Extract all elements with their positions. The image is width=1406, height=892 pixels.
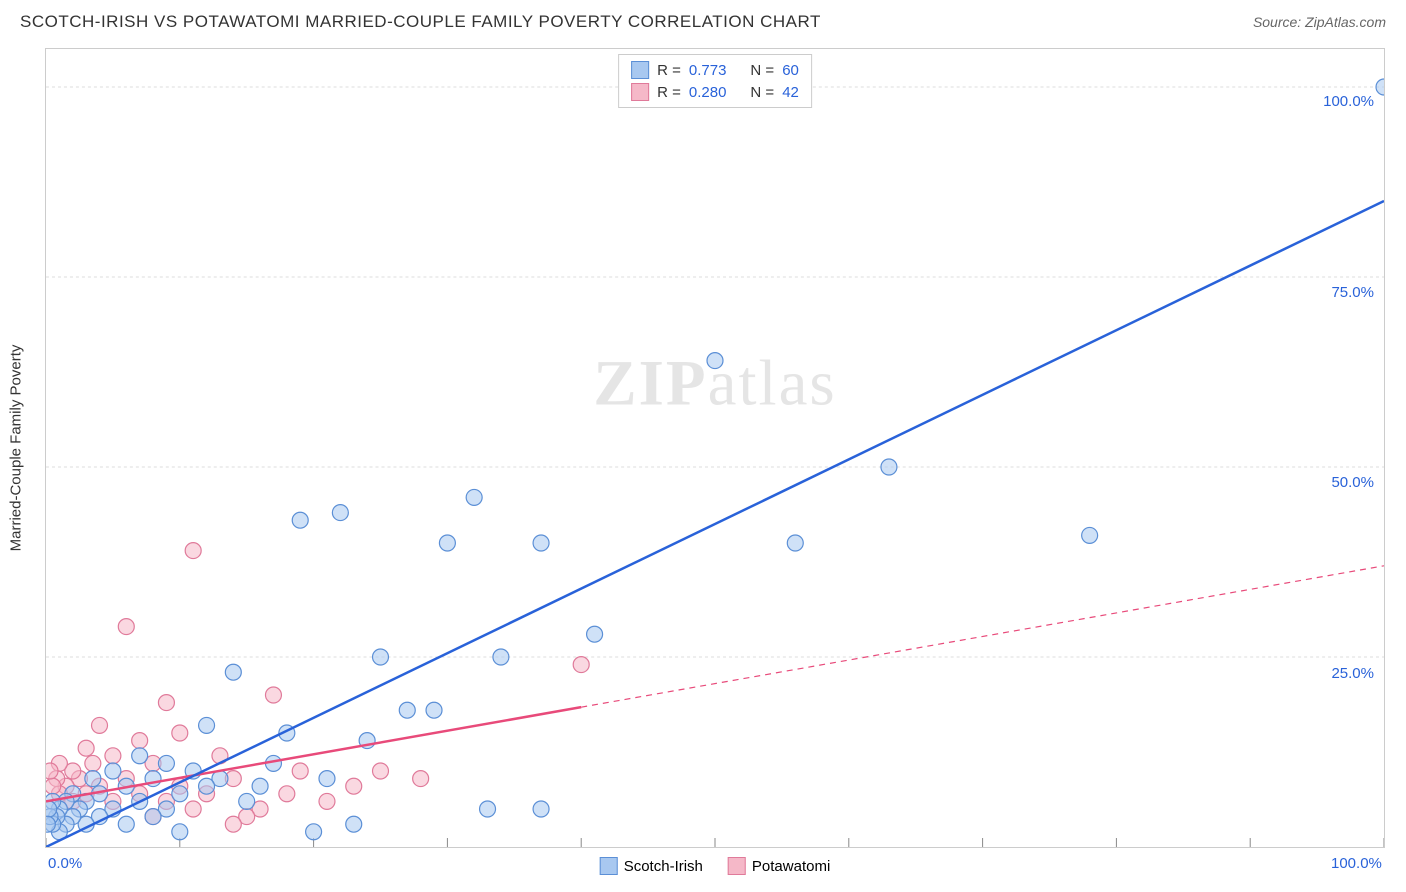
chart-title: SCOTCH-IRISH VS POTAWATOMI MARRIED-COUPL… [20,12,821,32]
stats-row-series1: R = 0.773 N = 60 [631,59,799,81]
chart-container: Married-Couple Family Poverty ZIPatlas R… [45,48,1385,848]
scatter-plot [46,49,1384,847]
y-axis-label: Married-Couple Family Poverty [8,345,25,552]
series2-swatch [631,83,649,101]
stats-legend-box: R = 0.773 N = 60 R = 0.280 N = 42 [618,54,812,108]
series1-swatch [631,61,649,79]
y-tick-label: 100.0% [1323,93,1374,110]
y-tick-label: 25.0% [1331,665,1374,682]
series2-swatch-bottom [728,857,746,875]
legend-item-series1: Scotch-Irish [600,857,703,875]
x-tick-label: 100.0% [1331,855,1382,872]
legend-label-series2: Potawatomi [752,858,830,875]
y-tick-label: 75.0% [1331,284,1374,301]
series1-swatch-bottom [600,857,618,875]
bottom-legend: Scotch-Irish Potawatomi [600,857,831,875]
header: SCOTCH-IRISH VS POTAWATOMI MARRIED-COUPL… [0,0,1406,40]
x-tick-label: 0.0% [48,855,82,872]
source-attribution: Source: ZipAtlas.com [1253,14,1386,30]
stats-row-series2: R = 0.280 N = 42 [631,81,799,103]
legend-item-series2: Potawatomi [728,857,830,875]
legend-label-series1: Scotch-Irish [624,858,703,875]
y-tick-label: 50.0% [1331,474,1374,491]
